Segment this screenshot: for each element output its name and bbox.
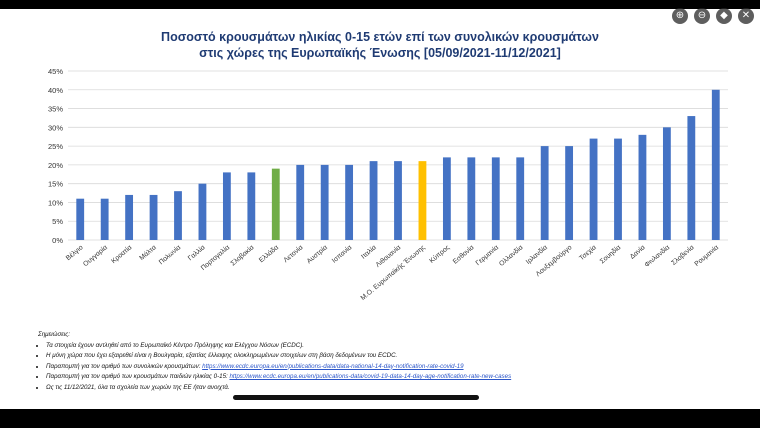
y-tick-label: 30% [48,123,63,132]
bar [345,164,354,240]
bar [100,198,109,240]
x-tick-label: Πολωνία [157,243,182,266]
note-link[interactable]: https://www.ecdc.europa.eu/en/publicatio… [229,373,512,380]
close-icon[interactable]: ✕ [738,8,754,24]
x-tick-label: Ολλανδία [497,243,524,268]
x-tick-label: Αυστρία [305,243,329,265]
zoom-out-icon[interactable]: ⊖ [694,8,710,24]
bar [418,161,427,240]
y-tick-label: 20% [48,161,63,170]
note-item: Παραπομπή για τον αριθμό των συνολικών κ… [46,362,511,373]
bar [149,194,158,240]
x-tick-label: Ιρλανδία [524,243,549,266]
x-tick-label: Μάλτα [138,243,158,262]
tag-icon[interactable]: ◆ [716,8,732,24]
zoom-in-icon[interactable]: ⊕ [672,8,688,24]
x-tick-label: Κύπρος [428,243,452,265]
note-item: Η μόνη χώρα που έχει εξαιρεθεί είναι η Β… [46,351,511,362]
chart-title-line2: στις χώρες της Ευρωπαϊκής Ένωσης [05/09/… [199,46,561,60]
bar [394,161,402,240]
y-tick-label: 35% [48,105,63,114]
bar [125,194,134,240]
bar [467,157,476,240]
horizontal-scrollbar[interactable] [233,395,479,400]
x-tick-label: Σλοβακία [229,243,256,267]
bar [565,146,574,240]
x-tick-label: Εσθονία [451,243,475,265]
bar [662,127,671,240]
bar [174,191,182,240]
bar [687,116,696,240]
bar [540,146,549,240]
notes-section: Σημειώσεις: Τα στοιχεία έχουν αντληθεί α… [38,330,511,393]
y-tick-label: 0% [52,236,63,245]
note-item: Ως τις 11/12/2021, όλα τα σχολεία των χω… [46,383,511,394]
bar [614,138,622,240]
bar [638,134,647,240]
bar [516,157,525,240]
y-tick-label: 25% [48,142,63,151]
x-tick-label: Σουηδία [598,243,622,265]
x-tick-label: Γαλλία [186,243,206,262]
y-tick-label: 5% [52,217,63,226]
bar [320,164,329,240]
bar [296,164,305,240]
x-tick-label: Ιταλία [359,243,377,260]
bar [442,157,451,240]
x-tick-label: Φινλανδία [643,243,671,269]
bar [369,161,378,240]
y-tick-label: 10% [48,198,63,207]
x-tick-label: Δανία [628,243,646,260]
y-tick-label: 45% [48,67,63,76]
notes-list: Τα στοιχεία έχουν αντληθεί από το Ευρωπα… [38,341,511,394]
bar [271,168,280,240]
slide: Ποσοστό κρουσμάτων ηλικίας 0-15 ετών επί… [0,9,760,409]
x-tick-label: Βέλγιο [64,243,84,262]
viewer-toolbar: ⊕ ⊖ ◆ ✕ [672,8,754,24]
bar [711,89,720,241]
note-item: Τα στοιχεία έχουν αντληθεί από το Ευρωπα… [46,341,511,352]
bar [247,172,256,240]
x-tick-label: Ρουμανία [693,243,720,268]
x-tick-label: Γερμανία [474,243,500,267]
x-tick-label: Κροατία [110,243,134,265]
bar [198,183,207,240]
note-item: Παραπομπή για τον αριθμό των κρουσμάτων … [46,372,511,383]
note-link[interactable]: https://www.ecdc.europa.eu/en/publicatio… [202,362,464,370]
bar [76,198,85,240]
chart-title-line1: Ποσοστό κρουσμάτων ηλικίας 0-15 ετών επί… [161,30,599,44]
x-tick-label: Ελλάδα [257,243,280,264]
x-tick-label: Λετονία [282,243,305,264]
bar-chart: 0% 5% 10% 15% 20% 25% 30% 35% 40% 45% ΒέλγιοΟυγγαρ… [48,67,728,302]
x-tick-label: Ουγγαρία [82,243,109,268]
x-tick-label: Σλοβενία [670,243,696,267]
notes-heading: Σημειώσεις: [38,331,71,338]
y-tick-label: 40% [48,86,63,95]
y-tick-label: 15% [48,180,63,189]
x-tick-label: Τσεχία [578,243,598,262]
bar [222,172,231,240]
x-tick-label: Ισπανία [330,243,353,264]
bar [491,157,500,240]
bar [589,138,598,240]
